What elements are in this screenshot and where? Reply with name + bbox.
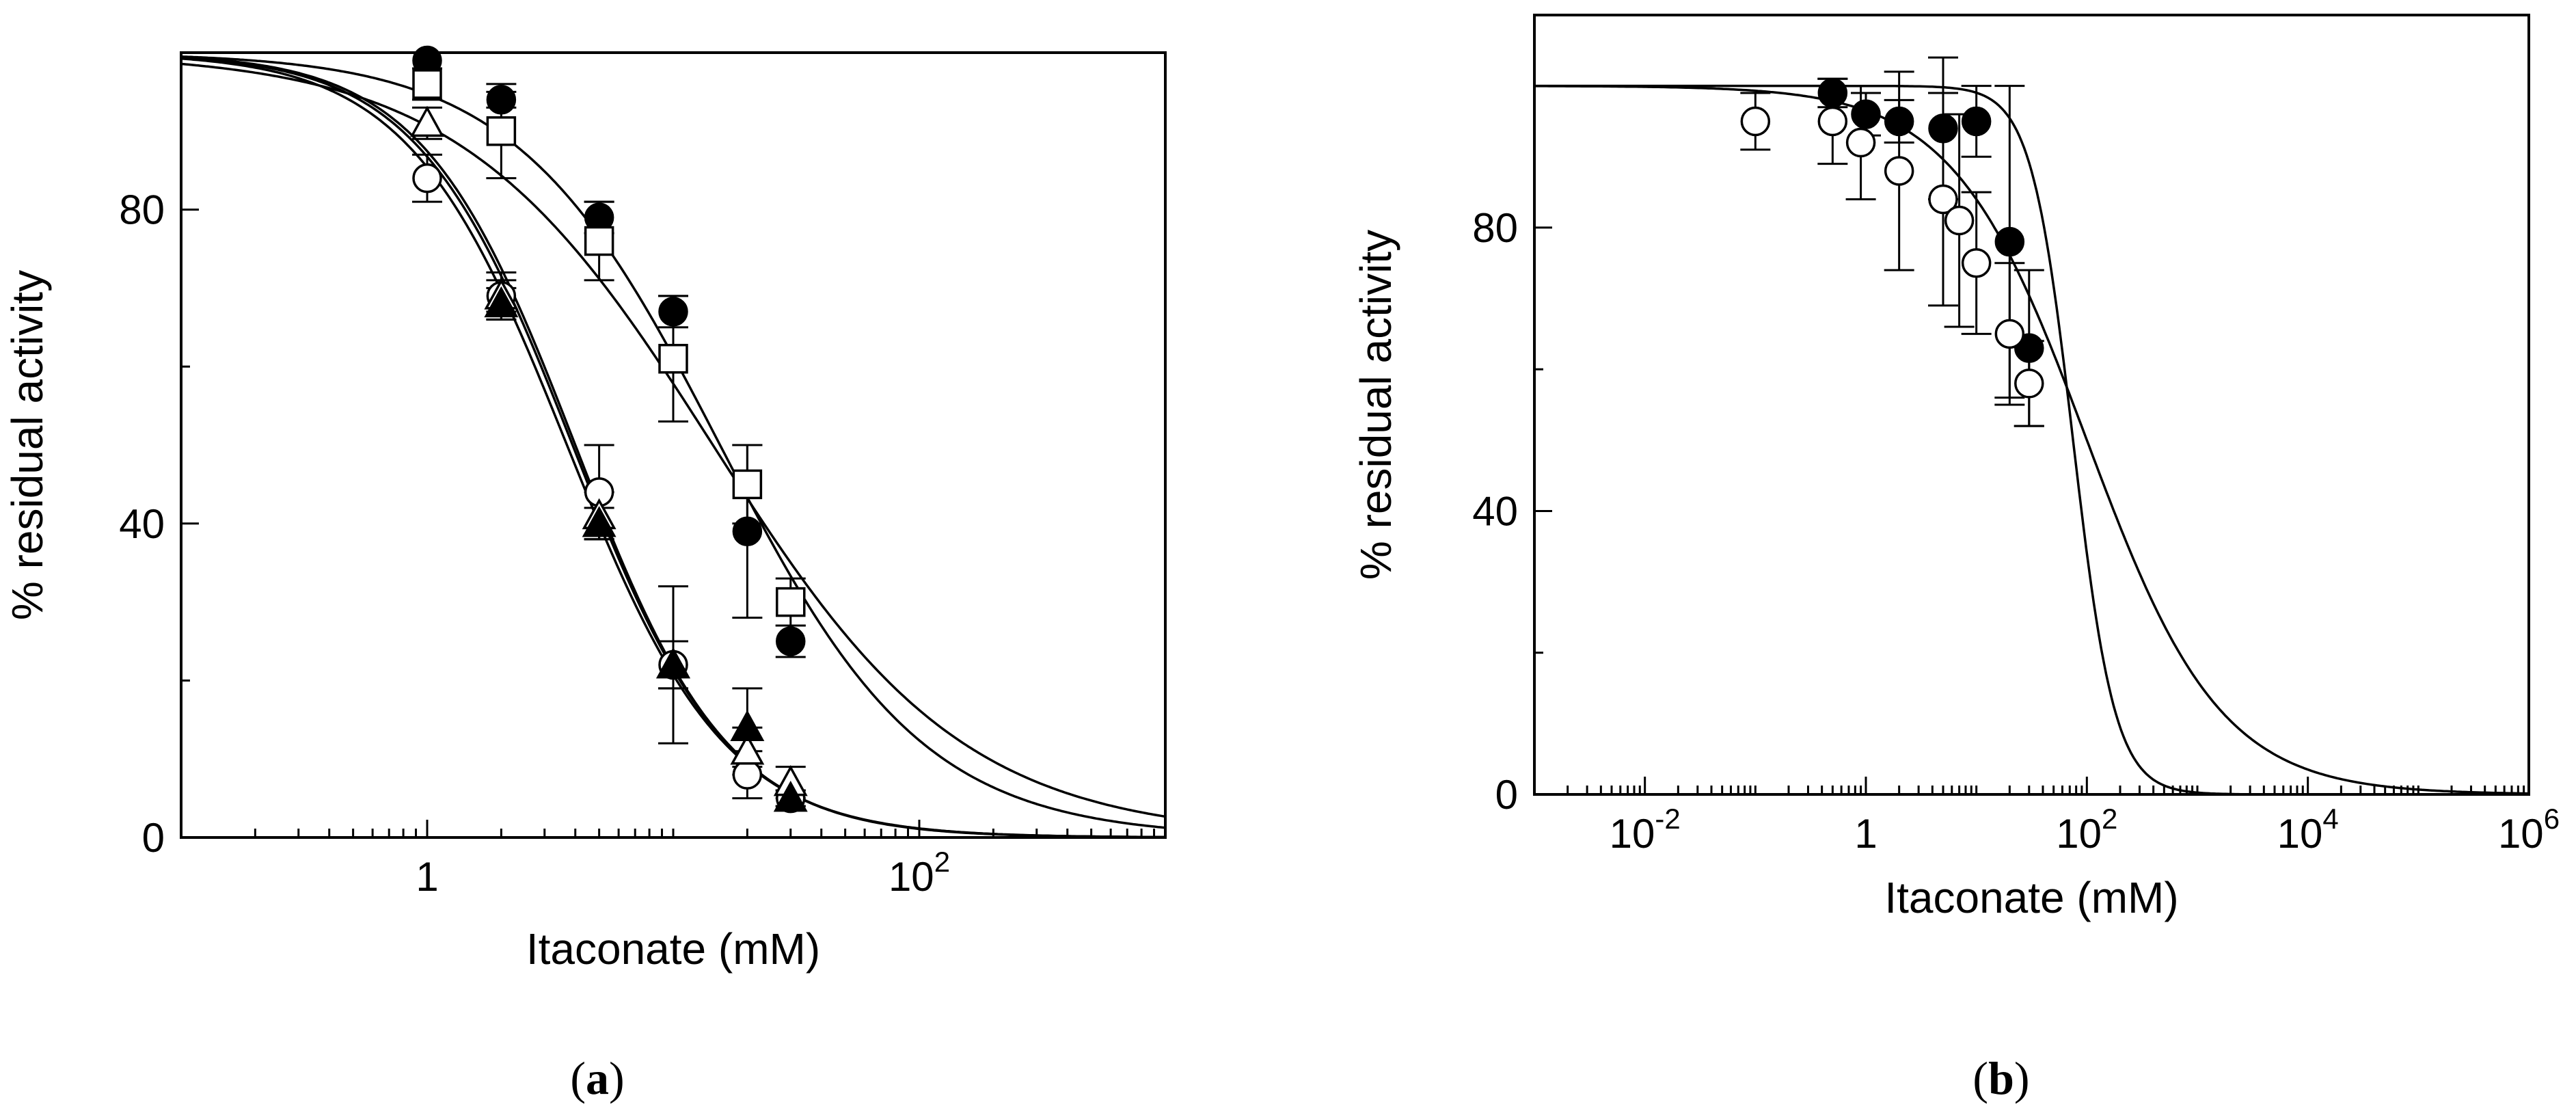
data-point-circle: [412, 163, 442, 193]
data-point-square: [658, 343, 688, 374]
x-tick-label-base: 1: [1854, 811, 1877, 857]
x-tick-label-base: 10: [2498, 811, 2544, 857]
data-point-circle: [1851, 99, 1881, 129]
data-point-square: [584, 226, 614, 256]
data-point-circle: [1884, 106, 1914, 137]
x-tick-label-exponent: 2: [934, 846, 950, 878]
panel-a-markers: [410, 45, 808, 814]
panel-a-caption: (a): [570, 1052, 624, 1104]
data-point-circle: [1884, 156, 1914, 186]
panel-b-fit-curves: [1534, 84, 2529, 794]
x-tick-label-exponent: 6: [2544, 803, 2560, 835]
x-tick-label: 106: [2498, 803, 2560, 857]
y-tick-label: 0: [142, 815, 165, 861]
data-point-circle: [1961, 247, 1992, 278]
data-point-circle: [1928, 113, 1958, 144]
x-tick-label: 102: [2056, 803, 2117, 857]
panel-a-y-axis-label: % residual activity: [3, 270, 52, 620]
x-tick-label: 102: [889, 846, 950, 900]
panel-a-error-bars: [412, 51, 806, 807]
data-point-triangle: [582, 506, 616, 537]
data-point-circle: [1817, 106, 1848, 137]
data-point-circle: [776, 626, 806, 656]
panel-a-ticks: [180, 51, 1156, 839]
y-tick-label: 40: [1472, 488, 1518, 534]
panel-b-markers: [1740, 78, 2044, 399]
data-point-circle: [1994, 226, 2025, 257]
panel-a-tick-labels: 1 102 0 40 80: [119, 187, 950, 900]
data-point-triangle: [730, 734, 765, 765]
data-point-circle: [732, 516, 763, 547]
panel-a-x-axis-label: Itaconate (mM): [526, 924, 820, 974]
panel-b-x-axis-label: Itaconate (mM): [1884, 873, 2178, 922]
panel-a-caption-letter: a: [586, 1052, 609, 1104]
x-tick-label-base: 10: [2056, 811, 2102, 857]
y-tick-label: 80: [119, 187, 165, 233]
x-tick-label-base: 10: [1610, 811, 1655, 857]
data-point-circle: [1817, 78, 1848, 108]
x-tick-label: 1: [416, 854, 438, 900]
data-point-circle: [486, 85, 517, 115]
fit-curve-filled-circles: [1534, 84, 2529, 794]
data-point-circle: [732, 760, 763, 790]
data-point-circle: [1994, 319, 2025, 349]
data-point-triangle: [730, 710, 765, 742]
fit-curve-open-circles: [1534, 85, 2529, 794]
data-point-circle: [658, 297, 688, 327]
data-point-circle: [1944, 205, 1975, 236]
x-tick-label: 10-2: [1610, 803, 1681, 857]
data-point-circle: [2014, 368, 2044, 399]
y-tick-label: 80: [1472, 205, 1518, 251]
x-tick-label-base: 1: [416, 854, 438, 900]
panel-b-caption-letter: b: [1988, 1052, 2014, 1104]
data-point-circle: [1928, 184, 1958, 215]
panel-b-plot-frame: [1533, 14, 2530, 796]
x-tick-label-exponent: 2: [2102, 803, 2117, 835]
x-tick-label-base: 10: [2277, 811, 2323, 857]
panel-b-ticks: [1533, 85, 2525, 796]
data-point-triangle: [656, 647, 690, 679]
data-point-square: [486, 116, 517, 146]
data-point-square: [732, 469, 763, 500]
data-point-triangle: [773, 780, 808, 812]
panel-a-plot-frame: [180, 51, 1167, 839]
y-tick-label: 0: [1495, 772, 1518, 818]
x-tick-label-exponent: -2: [1655, 803, 1680, 835]
x-tick-label: 1: [1854, 811, 1877, 857]
panel-a: 1 102 0 40 80 Itaconate (mM) % residual acti…: [3, 45, 1167, 1104]
x-tick-label: 104: [2277, 803, 2339, 857]
panel-b-caption: (b): [1972, 1052, 2029, 1104]
y-tick-label: 40: [119, 501, 165, 547]
data-point-square: [412, 69, 442, 99]
x-tick-label-base: 10: [889, 854, 934, 900]
data-point-triangle: [484, 286, 519, 318]
panel-b-y-axis-label: % residual activity: [1351, 230, 1400, 580]
data-point-circle: [1961, 106, 1992, 137]
data-point-circle: [1740, 106, 1771, 137]
data-point-triangle: [410, 105, 444, 137]
data-point-square: [776, 587, 806, 617]
data-point-circle: [1845, 127, 1876, 158]
x-tick-label-exponent: 4: [2322, 803, 2338, 835]
